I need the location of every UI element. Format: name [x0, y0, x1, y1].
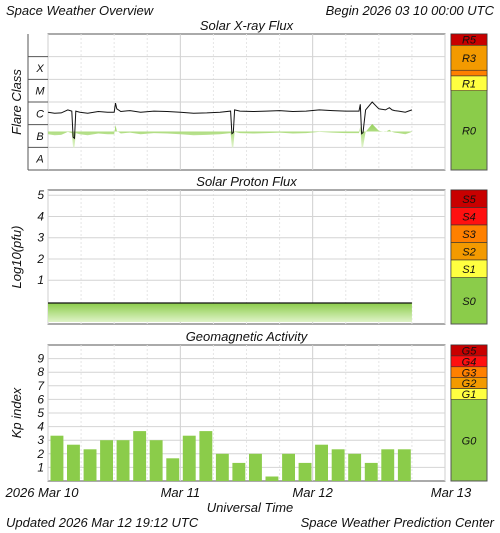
kp-ytick: 8 — [37, 365, 44, 379]
x-tick-label: Mar 13 — [431, 485, 472, 500]
proton-scale-label: S4 — [462, 211, 475, 223]
kp-bar — [182, 435, 196, 481]
kp-bar — [67, 444, 80, 481]
kp-bar — [133, 431, 147, 481]
proton-scale-label: S0 — [462, 296, 476, 308]
proton-ytick: 3 — [37, 231, 44, 245]
kp-bar — [315, 444, 328, 481]
kp-bar — [397, 449, 411, 481]
xray-scale-band — [450, 69, 488, 77]
kp-ytick: 7 — [37, 379, 45, 393]
page-title: Space Weather Overview — [6, 3, 155, 18]
xray-scale-label: R3 — [462, 53, 477, 65]
xray-flux-line — [47, 101, 413, 140]
kp-scale-label: G5 — [462, 345, 478, 357]
kp-bar — [282, 453, 295, 481]
kp-scale-label: G4 — [462, 356, 477, 368]
kp-bar — [215, 453, 229, 481]
kp-bar — [249, 453, 262, 481]
begin-time: Begin 2026 03 10 00:00 UTC — [326, 3, 495, 18]
kp-bar — [149, 440, 163, 481]
kp-bar — [348, 453, 362, 481]
kp-bar — [265, 476, 279, 481]
xray-y-label: Flare Class — [9, 69, 24, 135]
kp-ytick: 3 — [37, 433, 44, 447]
proton-scale-label: S1 — [462, 264, 475, 276]
kp-bar — [364, 462, 378, 481]
kp-scale-band — [450, 388, 488, 400]
proton-ytick: 4 — [37, 209, 44, 223]
xray-scale-label: R1 — [462, 78, 476, 90]
proton-ytick: 1 — [37, 273, 44, 287]
kp-ytick: 5 — [37, 406, 44, 420]
xray-class-label: A — [35, 154, 43, 166]
kp-bar — [83, 449, 97, 481]
kp-ytick: 9 — [37, 352, 44, 366]
proton-ytick: 2 — [36, 252, 44, 266]
xray-class-label: C — [36, 108, 44, 120]
proton-title: Solar Proton Flux — [196, 174, 297, 189]
x-axis-label: Universal Time — [207, 500, 294, 515]
xray-scale-label: R5 — [462, 35, 477, 47]
xray-scale-label: R0 — [462, 125, 477, 137]
kp-ytick: 6 — [37, 392, 44, 406]
kp-bar — [381, 449, 395, 481]
kp-ytick: 4 — [37, 420, 44, 434]
kp-scale-label: G3 — [462, 367, 478, 379]
xray-scale-band — [450, 75, 488, 91]
kp-ytick: 2 — [36, 447, 44, 461]
proton-scale-band — [450, 259, 488, 278]
center-name: Space Weather Prediction Center — [301, 515, 495, 530]
kp-scale-label: G2 — [462, 378, 477, 390]
xray-class-label: B — [36, 131, 43, 143]
kp-bar — [166, 458, 180, 481]
kp-scale-label: G1 — [462, 389, 477, 401]
proton-flux-area — [48, 303, 412, 322]
xray-class-label: X — [35, 63, 44, 75]
x-tick-label: 2026 Mar 10 — [5, 485, 80, 500]
kp-y-label: Kp index — [9, 387, 24, 438]
updated-time: Updated 2026 Mar 12 19:12 UTC — [6, 515, 199, 530]
kp-bar — [116, 440, 130, 481]
kp-ytick: 1 — [37, 460, 44, 474]
kp-bar — [100, 440, 113, 481]
proton-scale-label: S3 — [462, 229, 476, 241]
proton-scale-label: S5 — [462, 194, 476, 206]
kp-scale-label: G0 — [462, 435, 478, 447]
x-tick-label: Mar 12 — [292, 485, 333, 500]
kp-bar — [331, 449, 345, 481]
kp-bar — [50, 435, 64, 481]
x-tick-label: Mar 11 — [161, 485, 201, 500]
kp-title: Geomagnetic Activity — [186, 329, 309, 344]
xray-class-label: M — [35, 86, 45, 98]
proton-scale-label: S2 — [462, 246, 475, 258]
proton-ytick: 5 — [37, 188, 44, 202]
kp-bar — [199, 431, 213, 481]
kp-bar — [298, 462, 312, 481]
kp-bar — [232, 462, 246, 481]
xray-title: Solar X-ray Flux — [200, 18, 294, 33]
proton-y-label: Log10(pfu) — [9, 226, 24, 289]
xray-scale-band — [450, 45, 488, 71]
